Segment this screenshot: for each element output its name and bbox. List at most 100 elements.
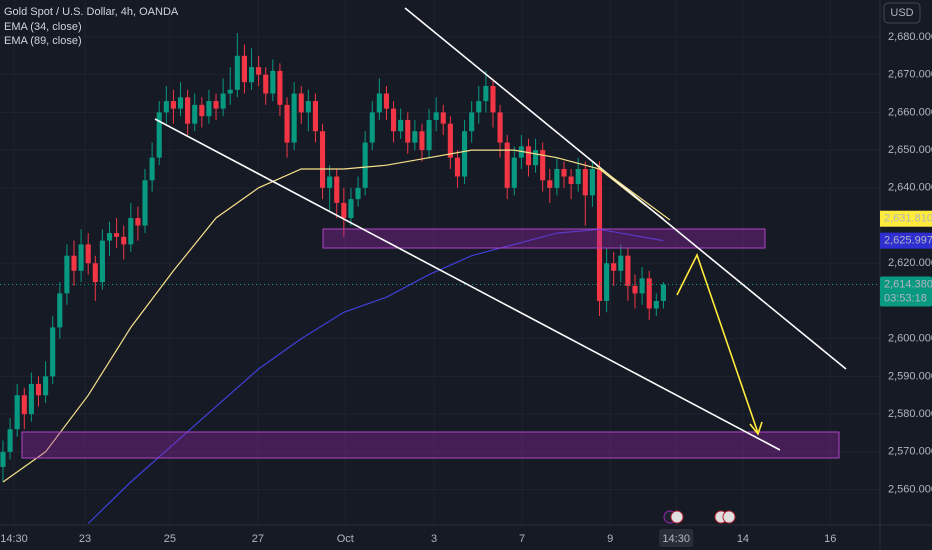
candle-body — [639, 278, 645, 294]
candle-body — [561, 168, 567, 177]
candle-body — [43, 376, 49, 396]
x-tick-label: 9 — [607, 533, 613, 545]
candle-body — [199, 104, 205, 117]
candle-body — [327, 176, 333, 188]
candle-body — [156, 112, 162, 158]
candle-body — [213, 101, 219, 109]
y-tick-label: 2,600.000 — [888, 333, 932, 345]
currency-button[interactable] — [883, 2, 921, 24]
candle-body — [305, 101, 311, 113]
candle-body — [348, 199, 354, 218]
candle-body — [206, 101, 212, 117]
candle-body — [92, 263, 98, 283]
candle-body — [298, 93, 304, 113]
candle-body — [589, 168, 595, 196]
zone — [21, 431, 840, 459]
x-tick-label: 27 — [252, 533, 264, 545]
candle-body — [114, 233, 120, 237]
candle-body — [28, 383, 34, 415]
candle-body — [248, 67, 255, 83]
candle-body — [632, 285, 638, 294]
currency[interactable]: USD — [890, 7, 913, 19]
candle-body — [419, 131, 425, 151]
y-tick-label: 2,580.000 — [888, 408, 932, 420]
flag — [670, 510, 684, 524]
candle-body — [426, 119, 432, 151]
candle-body — [618, 255, 624, 271]
x-tick-label: 14:30 — [662, 533, 690, 545]
price-label: 2,625.997 — [884, 235, 932, 247]
candle-body — [277, 70, 283, 105]
candle-body — [660, 284, 666, 301]
candle-body — [440, 112, 446, 124]
candle-body — [121, 236, 127, 245]
x-tick-label: 3 — [431, 533, 437, 545]
candle-body — [355, 187, 361, 200]
candle-body — [256, 67, 262, 75]
candle-body — [234, 55, 240, 90]
y-tick-label: 2,620.000 — [888, 257, 932, 269]
candle-body — [291, 93, 297, 143]
last-price-bg — [880, 276, 932, 307]
candle-body — [391, 108, 397, 132]
candle-body — [476, 101, 482, 113]
candle-body — [497, 112, 503, 143]
candle-body — [433, 112, 439, 120]
candle-body — [504, 142, 510, 188]
legend-entry: EMA (34, close) — [4, 21, 82, 33]
candle-body — [319, 131, 326, 188]
candle-body — [192, 104, 198, 124]
x-tick-label: 14 — [737, 533, 749, 545]
candle-body — [170, 101, 176, 109]
candle-body — [653, 300, 659, 309]
legend-title: Gold Spot / U.S. Dollar, 4h, OANDA — [4, 6, 179, 18]
candle-body — [57, 293, 63, 328]
candle-body — [596, 168, 603, 301]
projection-arrow — [676, 252, 759, 434]
candle-body — [412, 131, 418, 143]
price-label-bg — [880, 210, 932, 227]
x-tick-highlight — [659, 529, 694, 547]
trendline — [154, 118, 781, 451]
candle-body — [511, 157, 517, 188]
candle-body — [568, 176, 574, 185]
candle-body — [7, 429, 13, 452]
y-tick-label: 2,670.000 — [888, 69, 932, 81]
candle-body — [454, 157, 461, 177]
candle-body — [334, 176, 340, 203]
candle-body — [369, 112, 375, 143]
candle-body — [241, 55, 247, 83]
candle-body — [625, 255, 631, 286]
candle-body — [64, 255, 70, 294]
candle-body — [312, 101, 318, 132]
candle-body — [383, 93, 390, 109]
candle-body — [518, 146, 524, 158]
candle-body — [582, 168, 588, 196]
candle-body — [0, 451, 6, 467]
y-tick-label: 2,560.000 — [888, 483, 932, 495]
candle-body — [604, 263, 610, 301]
legend-entry: EMA (89, close) — [4, 35, 82, 47]
candle-body — [163, 101, 169, 113]
x-tick-label: 23 — [79, 533, 91, 545]
flag — [722, 510, 736, 524]
x-tick-label: Oct — [337, 533, 354, 545]
x-tick-label: 14:30 — [0, 533, 28, 545]
candle-body — [14, 395, 20, 430]
candle-body — [575, 168, 581, 185]
candle-body — [35, 383, 42, 396]
trendline — [596, 165, 671, 221]
y-tick-label: 2,660.000 — [888, 106, 932, 118]
x-tick-label: 16 — [824, 533, 836, 545]
candle-body — [611, 263, 617, 271]
candle-body — [99, 240, 105, 283]
candle-body — [284, 104, 290, 143]
candle-body — [270, 70, 276, 94]
candle-body — [341, 202, 347, 218]
y-tick-label: 2,650.000 — [888, 144, 932, 156]
arrow-head — [749, 421, 763, 436]
y-tick-label: 2,640.000 — [888, 182, 932, 194]
candle-body — [106, 233, 113, 241]
